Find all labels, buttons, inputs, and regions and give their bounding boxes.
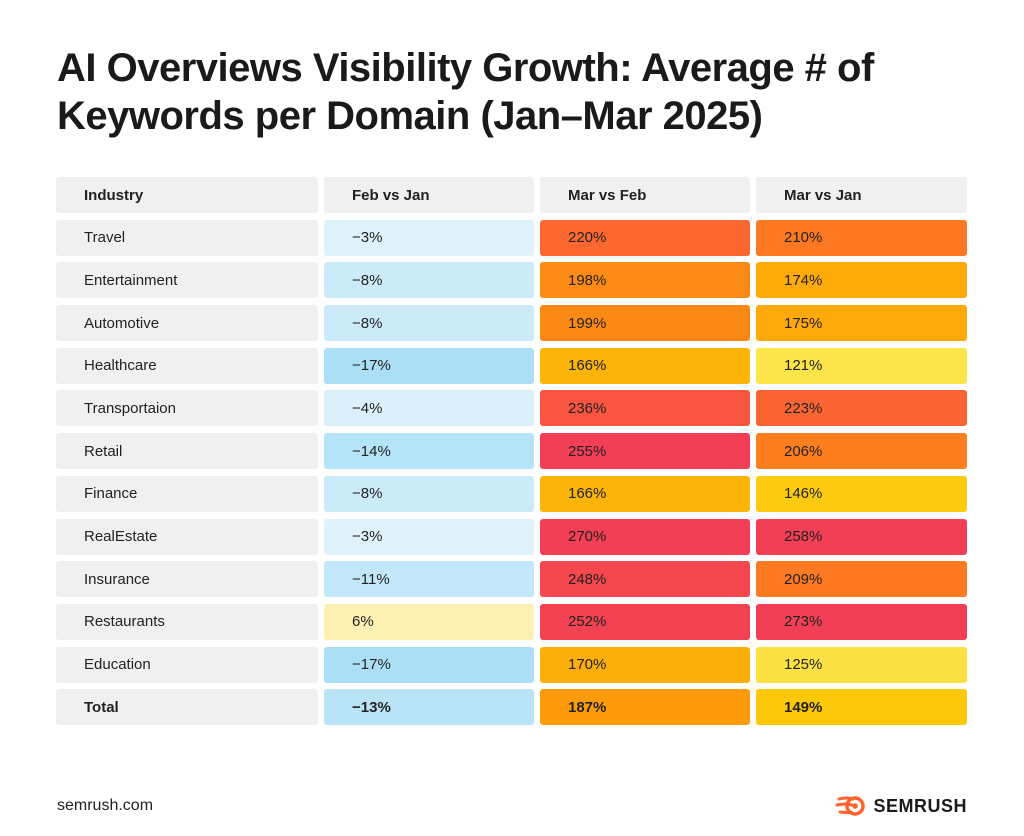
value-cell-feb-vs-jan: −8% [324,305,534,342]
chart-title: AI Overviews Visibility Growth: Average … [57,46,874,138]
value-cell-mar-vs-jan: 175% [756,305,967,342]
value-cell-mar-vs-jan: 206% [756,433,967,470]
semrush-flame-icon [835,796,866,816]
brand-name: SEMRUSH [873,795,967,816]
total-row-label: Total [56,689,318,726]
value-cell-mar-vs-jan: 209% [756,561,967,598]
value-cell-mar-vs-feb: 166% [540,347,750,384]
value-cell-mar-vs-jan: 149% [756,689,967,726]
value-cell-mar-vs-feb: 166% [540,475,750,512]
industry-label: Healthcare [56,347,318,384]
value-cell-mar-vs-jan: 125% [756,646,967,683]
value-cell-feb-vs-jan: −4% [324,390,534,427]
value-cell-mar-vs-feb: 199% [540,305,750,342]
value-cell-mar-vs-feb: 255% [540,433,750,470]
value-cell-mar-vs-feb: 187% [540,689,750,726]
industry-label: Education [56,646,318,683]
industry-label: Retail [56,433,318,470]
industry-label: RealEstate [56,518,318,555]
value-cell-mar-vs-feb: 220% [540,219,750,256]
value-cell-mar-vs-jan: 210% [756,219,967,256]
value-cell-mar-vs-jan: 258% [756,518,967,555]
value-cell-feb-vs-jan: −17% [324,646,534,683]
data-table: Industry Feb vs Jan Mar vs Feb Mar vs Jan Tr… [56,177,967,726]
value-cell-feb-vs-jan: −13% [324,689,534,726]
value-cell-mar-vs-feb: 252% [540,603,750,640]
value-cell-mar-vs-feb: 170% [540,646,750,683]
value-cell-feb-vs-jan: −3% [324,219,534,256]
industry-label: Insurance [56,561,318,598]
value-cell-mar-vs-jan: 273% [756,603,967,640]
value-cell-mar-vs-feb: 198% [540,262,750,299]
industry-label: Transportaion [56,390,318,427]
value-cell-feb-vs-jan: −8% [324,262,534,299]
value-cell-mar-vs-feb: 236% [540,390,750,427]
column-header: Mar vs Feb [540,177,750,213]
column-header: Feb vs Jan [324,177,534,213]
industry-label: Automotive [56,305,318,342]
column-header: Industry [56,177,318,213]
value-cell-mar-vs-jan: 121% [756,347,967,384]
industry-label: Finance [56,475,318,512]
value-cell-mar-vs-jan: 223% [756,390,967,427]
industry-label: Entertainment [56,262,318,299]
value-cell-mar-vs-jan: 146% [756,475,967,512]
value-cell-feb-vs-jan: 6% [324,603,534,640]
value-cell-feb-vs-jan: −14% [324,433,534,470]
industry-label: Travel [56,219,318,256]
value-cell-mar-vs-feb: 248% [540,561,750,598]
value-cell-mar-vs-jan: 174% [756,262,967,299]
value-cell-feb-vs-jan: −3% [324,518,534,555]
value-cell-feb-vs-jan: −8% [324,475,534,512]
column-header: Mar vs Jan [756,177,967,213]
industry-label: Restaurants [56,603,318,640]
brand-logo: SEMRUSH [835,795,967,817]
value-cell-feb-vs-jan: −17% [324,347,534,384]
value-cell-mar-vs-feb: 270% [540,518,750,555]
footer-url[interactable]: semrush.com [57,797,154,814]
value-cell-feb-vs-jan: −11% [324,561,534,598]
